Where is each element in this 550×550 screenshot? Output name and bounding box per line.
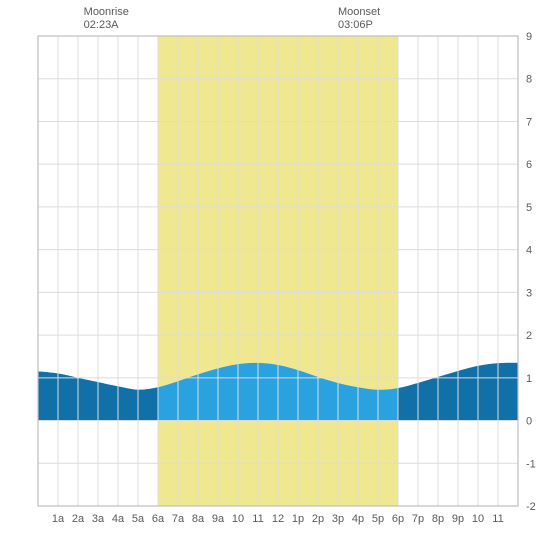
svg-text:3p: 3p: [332, 513, 344, 525]
moonset-time: 03:06P: [338, 19, 380, 32]
svg-text:7: 7: [526, 116, 532, 128]
moonrise-time: 02:23A: [84, 19, 129, 32]
svg-text:4p: 4p: [352, 513, 364, 525]
svg-text:2a: 2a: [72, 513, 85, 525]
svg-text:11: 11: [492, 513, 503, 525]
svg-text:11: 11: [252, 513, 263, 525]
svg-text:8a: 8a: [192, 513, 205, 525]
svg-text:6: 6: [526, 159, 532, 171]
svg-text:4: 4: [526, 245, 532, 257]
svg-text:8p: 8p: [432, 513, 444, 525]
moonrise-annotation: Moonrise 02:23A: [84, 6, 129, 32]
svg-text:3: 3: [526, 287, 532, 299]
svg-text:2p: 2p: [312, 513, 324, 525]
svg-text:5: 5: [526, 202, 532, 214]
svg-text:-1: -1: [526, 458, 536, 470]
svg-text:10: 10: [472, 513, 484, 525]
svg-text:9a: 9a: [212, 513, 225, 525]
svg-text:2: 2: [526, 330, 532, 342]
svg-text:5a: 5a: [132, 513, 145, 525]
svg-text:8: 8: [526, 74, 532, 86]
svg-text:12: 12: [272, 513, 284, 525]
svg-text:3a: 3a: [92, 513, 105, 525]
svg-text:1p: 1p: [292, 513, 304, 525]
svg-text:4a: 4a: [112, 513, 125, 525]
svg-text:5p: 5p: [372, 513, 384, 525]
svg-text:9p: 9p: [452, 513, 464, 525]
chart-svg: -2-101234567891a2a3a4a5a6a7a8a9a1011121p…: [0, 0, 550, 550]
svg-text:0: 0: [526, 416, 532, 428]
moonset-label: Moonset: [338, 6, 380, 19]
svg-text:6a: 6a: [152, 513, 165, 525]
svg-text:1a: 1a: [52, 513, 65, 525]
svg-text:10: 10: [232, 513, 244, 525]
svg-text:7p: 7p: [412, 513, 424, 525]
svg-text:7a: 7a: [172, 513, 185, 525]
svg-text:6p: 6p: [392, 513, 404, 525]
tide-chart: -2-101234567891a2a3a4a5a6a7a8a9a1011121p…: [0, 0, 550, 550]
svg-text:1: 1: [526, 373, 532, 385]
moonset-annotation: Moonset 03:06P: [338, 6, 380, 32]
svg-text:-2: -2: [526, 501, 536, 513]
moonrise-label: Moonrise: [84, 6, 129, 19]
svg-text:9: 9: [526, 31, 532, 43]
